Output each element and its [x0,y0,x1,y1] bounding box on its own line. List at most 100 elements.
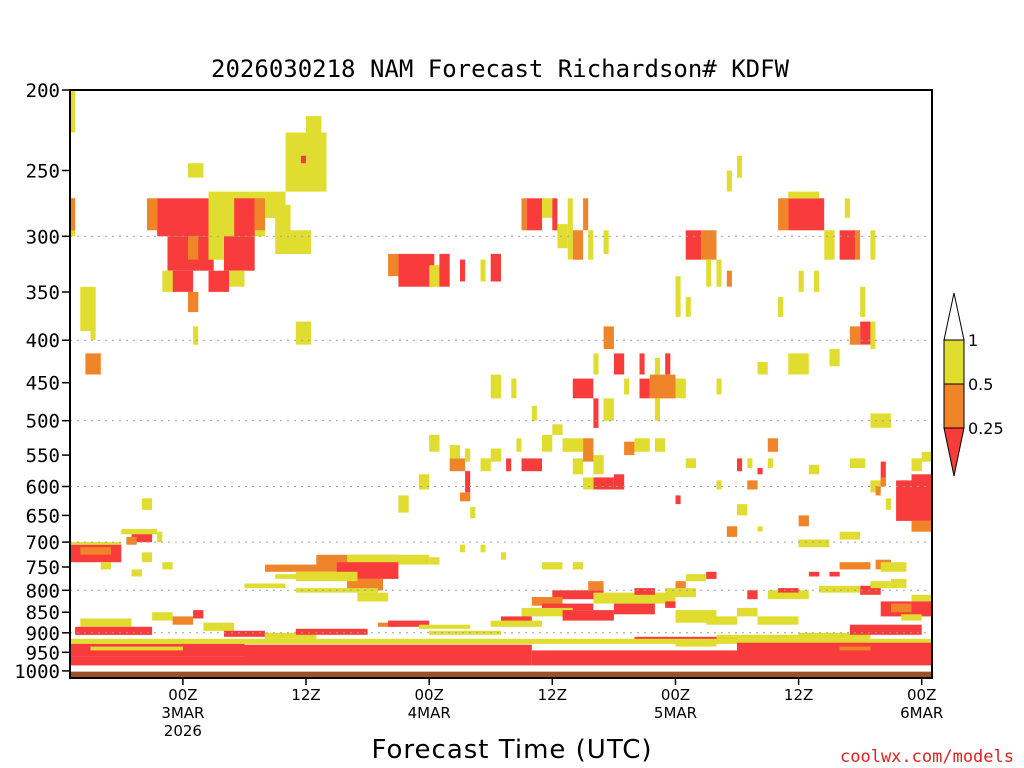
y-tick-label: 550 [26,445,60,467]
ri-cell [603,230,609,254]
ri-cell [849,624,922,635]
ri-cell [223,630,265,637]
ri-cell [880,461,886,487]
x-tick-label: 00Z [168,686,197,704]
ri-cell [603,398,614,421]
ri-cell [639,353,645,375]
ri-cell [911,594,932,602]
ri-cell [521,198,527,231]
ri-cell [203,622,235,631]
ri-cell [429,434,440,452]
ri-cell [788,191,820,199]
ri-cell [798,539,830,548]
ri-cell [501,616,532,623]
y-tick-label: 800 [26,580,60,602]
ri-cell [516,438,522,452]
ri-cell [788,353,809,375]
x-axis-label: Forecast Time (UTC) [371,735,652,765]
ri-cell [521,458,542,472]
ri-cell [80,286,96,331]
ri-cell [747,458,753,468]
ri-cell [490,374,501,399]
ri-cell [480,458,491,472]
ri-cell [583,477,594,490]
ri-cell [172,270,194,292]
ri-cell [757,468,763,475]
ri-cell [921,451,932,462]
ri-cell [347,554,430,565]
ri-cell [162,270,173,292]
x-tick-label: 2026 [164,722,202,740]
ri-cell [588,230,594,260]
y-tick-label: 600 [26,477,60,499]
ri-cell [254,198,265,231]
ri-cell [562,610,614,621]
ri-cell [829,349,840,367]
ri-cell [357,592,389,602]
ri-cell [100,562,112,570]
legend-label: 0.5 [968,375,993,394]
ri-cell [490,620,542,627]
ri-cell [603,326,614,350]
ri-cell [439,253,450,287]
ri-cell [552,424,563,435]
ri-cell [757,526,763,532]
legend-swatch-0.5-1 [943,339,965,385]
ri-cell [449,458,466,472]
ri-cell [824,230,835,260]
ri-cell [716,378,722,395]
ri-cell [885,498,891,510]
ri-cell [829,571,840,577]
legend-label: 1 [968,331,978,350]
ri-cell [901,614,922,621]
ri-cell [223,236,255,271]
ground-layer [70,670,932,678]
ri-cell [891,603,912,613]
ri-cell [788,198,825,231]
ri-cell [234,198,255,237]
x-tick-label: 00Z [907,686,936,704]
ri-cell [814,270,820,292]
ri-cell [757,362,768,375]
ri-cell [870,230,876,260]
ri-cell [870,321,876,349]
ri-cell [716,634,799,639]
ri-cell [85,353,101,375]
ri-cell [654,398,660,421]
legend: 1 0.5 0.25 [943,292,1004,477]
ri-cell [634,438,650,452]
ri-cell [557,224,568,249]
ri-cell [675,276,681,317]
ri-cell [896,480,932,521]
ri-cell [542,562,563,570]
y-tick-label: 350 [26,282,60,304]
ri-cell [675,642,717,647]
ri-cell [685,458,696,468]
y-tick-label: 200 [26,80,60,102]
ri-cell [808,571,820,577]
ri-cell [613,474,625,490]
ri-cell [706,571,717,579]
ri-cell [583,198,589,231]
ri-cell [572,458,584,475]
ri-cell [798,515,809,527]
ri-cell [767,590,809,600]
x-tick-label: 4MAR [408,704,451,722]
ri-cell [157,531,163,543]
ri-cell [665,588,696,598]
ri-cell [726,270,732,287]
ri-cell [172,616,194,625]
legend-below-0.25-triangle [943,427,965,477]
ri-cell [639,378,650,399]
y-tick-label: 650 [26,505,60,527]
x-tick-label: 12Z [538,686,567,704]
ri-cell [70,198,76,231]
ri-cell [418,624,471,629]
ri-cell [839,230,855,260]
ri-cell [90,331,96,341]
ri-cell [188,236,199,260]
ri-cell [141,552,153,563]
ri-cell [70,638,932,644]
ri-cell [685,574,707,582]
ri-cell [265,564,348,572]
